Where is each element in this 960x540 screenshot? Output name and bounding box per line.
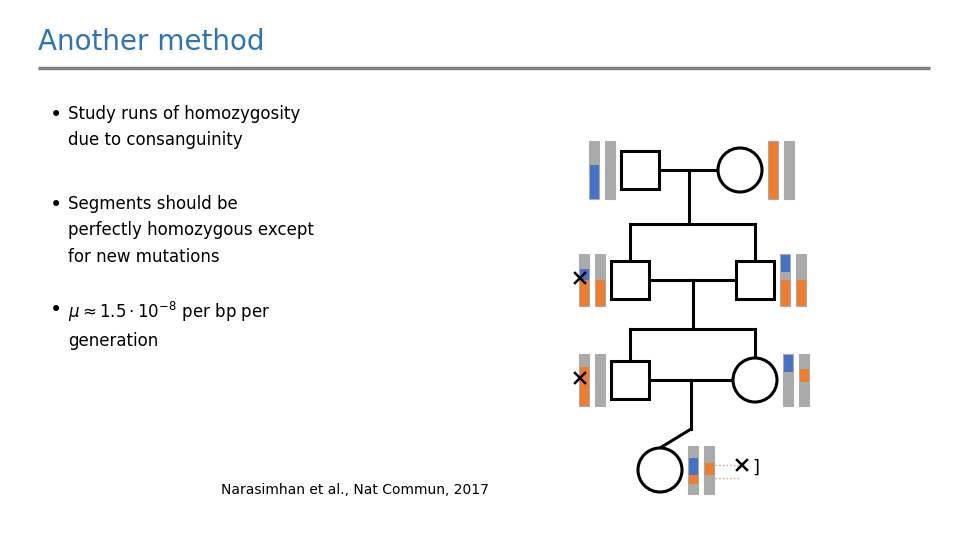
Circle shape [638, 448, 682, 492]
Bar [704, 446, 714, 494]
Bar [780, 272, 790, 280]
Bar [595, 268, 605, 280]
Bar [780, 254, 790, 306]
Text: •: • [50, 300, 62, 320]
Bar [796, 280, 806, 306]
Bar [579, 367, 589, 406]
Bar [736, 261, 774, 299]
Text: •: • [50, 195, 62, 215]
Bar [611, 261, 649, 299]
Circle shape [733, 358, 777, 402]
Bar [783, 354, 793, 406]
Bar [704, 446, 714, 463]
Bar [799, 354, 809, 406]
Bar [799, 354, 809, 369]
Bar [579, 354, 589, 367]
Bar [605, 141, 615, 199]
Bar [799, 382, 809, 406]
Bar [595, 254, 605, 268]
Bar [783, 354, 793, 372]
Bar [605, 141, 615, 199]
Text: Another method: Another method [38, 28, 265, 56]
Bar [589, 141, 599, 199]
Bar [595, 254, 605, 306]
Bar [688, 475, 698, 484]
Text: Narasimhan et al., Nat Commun, 2017: Narasimhan et al., Nat Commun, 2017 [221, 483, 489, 497]
Bar [688, 484, 698, 494]
Bar [796, 254, 806, 272]
Text: Study runs of homozygosity
due to consanguinity: Study runs of homozygosity due to consan… [68, 105, 300, 150]
Bar [579, 280, 589, 306]
Bar [579, 254, 589, 306]
Text: Segments should be
perfectly homozygous except
for new mutations: Segments should be perfectly homozygous … [68, 195, 314, 266]
Bar [796, 254, 806, 306]
Bar [579, 268, 589, 280]
Bar [780, 254, 790, 272]
Bar [595, 280, 605, 306]
Bar [589, 165, 599, 199]
Bar [579, 254, 589, 268]
Bar [579, 354, 589, 406]
Bar [688, 446, 698, 494]
Bar [799, 369, 809, 382]
Bar [768, 141, 778, 199]
Bar [688, 458, 698, 475]
Bar [595, 380, 605, 406]
Bar [780, 280, 790, 306]
Bar [768, 141, 778, 199]
Text: ]: ] [752, 459, 759, 477]
Bar [621, 151, 659, 189]
Circle shape [718, 148, 762, 192]
Bar [783, 372, 793, 387]
Text: $\mu \approx 1.5 \cdot 10^{-8}$ per bp per
generation: $\mu \approx 1.5 \cdot 10^{-8}$ per bp p… [68, 300, 271, 350]
Text: •: • [50, 105, 62, 125]
Bar [704, 475, 714, 494]
Bar [589, 141, 599, 165]
Bar [611, 361, 649, 399]
Bar [595, 354, 605, 380]
Bar [783, 387, 793, 406]
Bar [784, 141, 794, 199]
Bar [796, 272, 806, 280]
Bar [595, 354, 605, 406]
Bar [784, 141, 794, 199]
Bar [704, 463, 714, 475]
Bar [688, 446, 698, 458]
